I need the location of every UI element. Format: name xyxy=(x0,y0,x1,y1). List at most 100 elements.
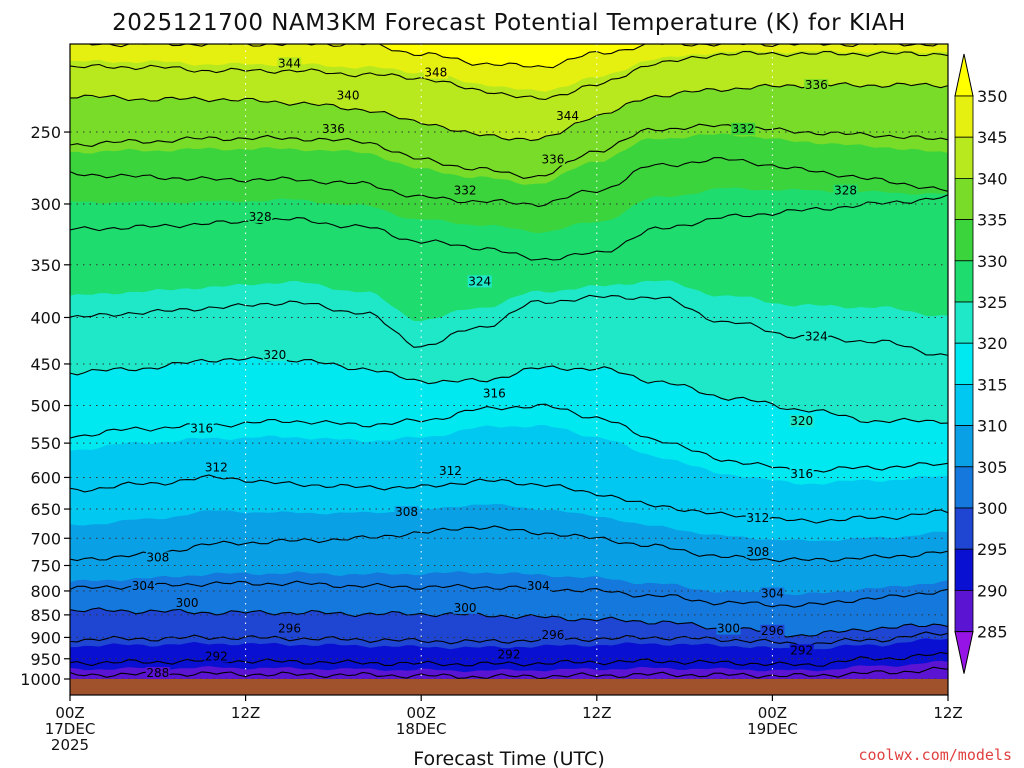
contour-label: 308 xyxy=(746,545,769,559)
contour-label-bg xyxy=(789,414,814,427)
ground-strip xyxy=(70,679,948,695)
contour-label-bg xyxy=(789,644,814,657)
x-tick-label: 12Z xyxy=(231,704,260,722)
contour-label: 336 xyxy=(541,152,564,166)
colorbar-label: 330 xyxy=(977,252,1008,271)
colorbar-label: 315 xyxy=(977,375,1008,394)
colorbar-label: 350 xyxy=(977,87,1008,106)
isentrope-line xyxy=(70,194,948,261)
contour-label-bg xyxy=(789,468,814,481)
y-tick-label: 250 xyxy=(30,123,61,142)
contour-label: 316 xyxy=(790,467,813,481)
x-axis-label: Forecast Time (UTC) xyxy=(413,748,604,768)
contour-label: 332 xyxy=(454,184,477,198)
y-tick-label: 600 xyxy=(30,468,61,487)
contour-label-bg xyxy=(204,461,229,474)
colorbar-label: 285 xyxy=(977,623,1008,642)
contour-label: 300 xyxy=(717,622,740,636)
x-tick-label: 17DEC xyxy=(45,720,96,738)
isentrope-line xyxy=(70,123,948,179)
x-tick-label: 00Z xyxy=(55,704,84,722)
colorbar-segment xyxy=(954,590,974,633)
contour-label: 296 xyxy=(541,628,564,642)
contour-label-bg xyxy=(336,89,361,102)
colorbar-segment xyxy=(954,342,974,385)
isentrope-line xyxy=(70,525,948,563)
credit-text: coolwx.com/models xyxy=(858,746,1012,764)
y-tick-label: 650 xyxy=(30,500,61,519)
theta-fill-layer xyxy=(70,44,948,679)
contour-label-bg xyxy=(189,422,214,435)
colorbar-segment xyxy=(954,301,974,344)
colorbar-label: 335 xyxy=(977,211,1008,230)
contour-label-bg xyxy=(760,624,785,637)
colorbar-label: 320 xyxy=(977,334,1008,353)
y-axis: 250 300 350 400 450 500 550 600 650 700 750 800 850 9… xyxy=(20,123,70,689)
y-tick-label: 500 xyxy=(30,397,61,416)
colorbar-arrow-top xyxy=(954,53,974,97)
contour-label: 292 xyxy=(205,650,228,664)
contour-label-bg xyxy=(453,184,478,197)
colorbar-segment xyxy=(954,95,974,138)
contour-label-bg xyxy=(540,153,565,166)
contour-label: 340 xyxy=(337,89,360,103)
theta-band xyxy=(70,44,948,76)
y-tick-label: 900 xyxy=(30,628,61,647)
contour-label-bg xyxy=(804,330,829,343)
contour-label-bg xyxy=(145,551,170,564)
y-tick-label: 850 xyxy=(30,606,61,625)
colorbar-segment xyxy=(954,425,974,468)
contour-label-bg xyxy=(145,667,170,680)
contour-label: 308 xyxy=(395,505,418,519)
contour-label-bg xyxy=(804,79,829,92)
contour-label-bg xyxy=(438,464,463,477)
contour-label: 328 xyxy=(834,184,857,198)
colorbar-segment xyxy=(954,466,974,509)
contour-label: 288 xyxy=(146,666,169,680)
contour-label: 304 xyxy=(761,586,784,600)
contour-label-bg xyxy=(716,622,741,635)
y-tick-label: 800 xyxy=(30,582,61,601)
colorbar-label: 340 xyxy=(977,169,1008,188)
colorbar-label: 345 xyxy=(977,128,1008,147)
colorbar-label: 290 xyxy=(977,581,1008,600)
contour-label-bg xyxy=(277,622,302,635)
isentrope-line xyxy=(70,666,948,679)
plot-frame xyxy=(69,43,949,696)
y-tick-label: 950 xyxy=(30,650,61,669)
x-tick-label: 00Z xyxy=(758,704,787,722)
contour-label: 296 xyxy=(761,624,784,638)
colorbar-arrow-bottom xyxy=(954,631,974,674)
contour-label: 348 xyxy=(424,66,447,80)
contour-label-bg xyxy=(467,275,492,288)
contour-label-bg xyxy=(555,109,580,122)
colorbar-label: 300 xyxy=(977,499,1008,518)
contour-label: 300 xyxy=(176,596,199,610)
contour-label: 296 xyxy=(278,622,301,636)
contour-label: 336 xyxy=(805,78,828,92)
contour-label: 332 xyxy=(732,122,755,136)
contour-label-bg xyxy=(277,57,302,70)
contour-label: 316 xyxy=(483,387,506,401)
contour-label: 336 xyxy=(322,122,345,136)
contour-label: 344 xyxy=(278,56,301,70)
y-tick-label: 750 xyxy=(30,556,61,575)
contour-label: 312 xyxy=(746,511,769,525)
contour-label: 328 xyxy=(249,210,272,224)
contour-label: 304 xyxy=(132,579,155,593)
chart-title: 2025121700 NAM3KM Forecast Potential Tem… xyxy=(112,10,906,36)
contour-label-bg xyxy=(248,210,273,223)
isentrope-line xyxy=(70,157,948,208)
contour-label: 304 xyxy=(527,579,550,593)
isentrope-line xyxy=(70,82,948,142)
colorbar-segment xyxy=(954,383,974,426)
y-tick-label: 350 xyxy=(30,256,61,275)
ground-layer xyxy=(70,679,948,695)
x-tick-label: 18DEC xyxy=(396,720,447,738)
colorbar-segment xyxy=(954,136,974,179)
contour-label: 292 xyxy=(790,643,813,657)
colorbar-label: 295 xyxy=(977,540,1008,559)
contour-label-bg xyxy=(204,650,229,663)
contour-label-bg xyxy=(175,597,200,610)
